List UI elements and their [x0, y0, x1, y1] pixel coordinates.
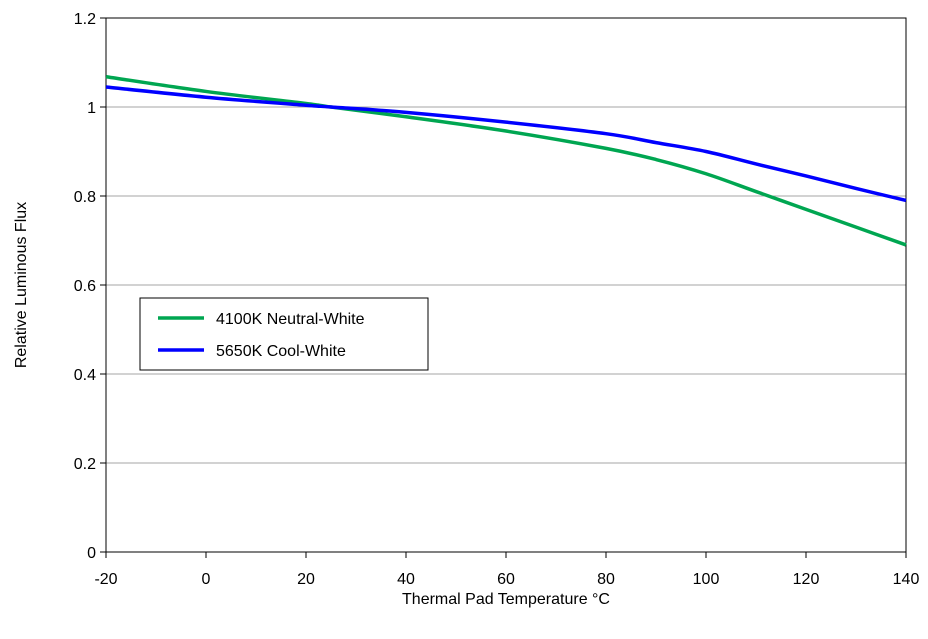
x-tick-label: 100 [693, 571, 720, 588]
x-tick-label: 40 [397, 571, 415, 588]
x-tick-label: 140 [893, 571, 920, 588]
y-tick-label: 0 [87, 545, 96, 562]
series-layer [105, 75, 907, 247]
legend-label: 4100K Neutral-White [216, 311, 365, 328]
x-tick-label: -20 [94, 571, 117, 588]
y-tick-label: 1 [87, 100, 96, 117]
x-tick-label: 20 [297, 571, 315, 588]
legend-box [139, 297, 429, 371]
grid-layer [106, 106, 906, 464]
x-tick-label: 0 [202, 571, 211, 588]
y-tick-label: 0.2 [74, 456, 96, 473]
y-tick-label: 1.2 [74, 11, 96, 28]
x-tick-label: 120 [793, 571, 820, 588]
x-tick-label: 60 [497, 571, 515, 588]
tick-layer: 0 0.2 0.4 0.6 0.8 1 1.2 -20 0 20 40 60 80 100 120 140 [74, 11, 920, 588]
y-axis-label: Relative Luminous Flux [13, 202, 30, 368]
series-line-1 [105, 85, 907, 203]
x-axis-label: Thermal Pad Temperature °C [402, 591, 610, 608]
legend-label: 5650K Cool-White [216, 343, 346, 360]
y-tick-label: 0.6 [74, 278, 96, 295]
legend: 4100K Neutral-White 5650K Cool-White [139, 297, 429, 371]
y-tick-label: 0.8 [74, 189, 96, 206]
series-line-0 [105, 75, 907, 247]
y-tick-label: 0.4 [74, 367, 96, 384]
x-tick-label: 80 [597, 571, 615, 588]
